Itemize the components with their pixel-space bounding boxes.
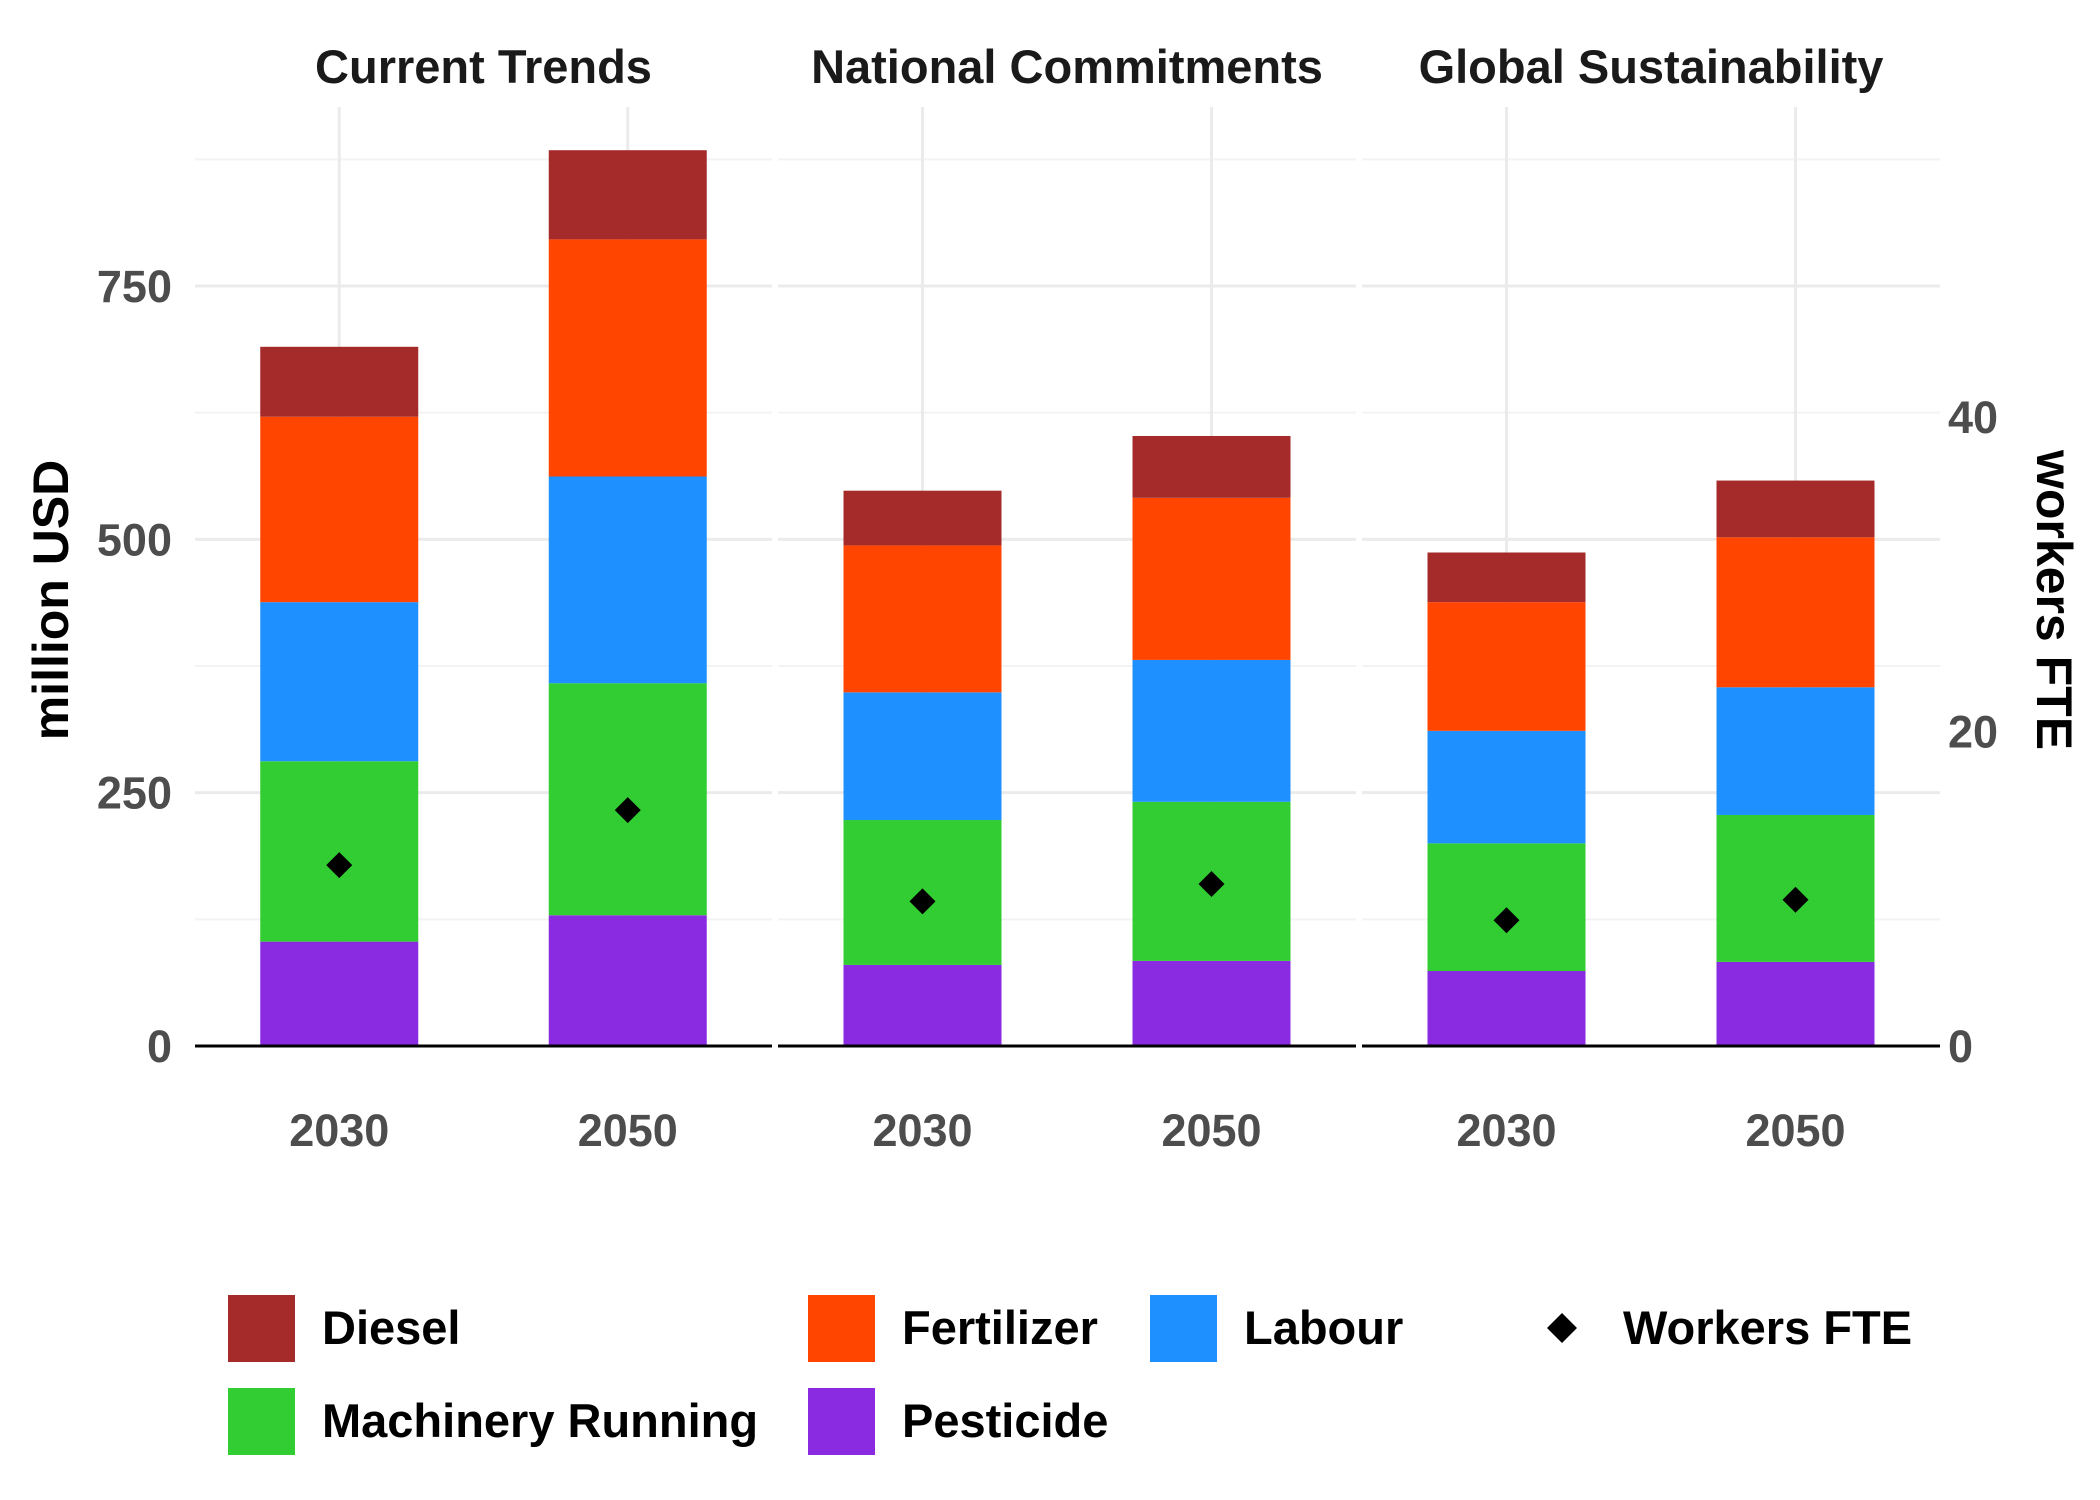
legend-swatch [1150, 1295, 1217, 1362]
x-tick-label: 2030 [872, 1105, 972, 1156]
legend-item-diesel: Diesel [228, 1295, 460, 1362]
bar-labour-current-trends-2050 [548, 476, 707, 684]
axes: 0 250 500 750 0 20 40 2030 2050 2030 2050 2030 2050 m… [23, 261, 2082, 1156]
y2-tick-label: 40 [1948, 392, 1998, 443]
legend-swatch [808, 1388, 875, 1455]
y-tick-label: 500 [97, 514, 172, 565]
bar-pesticide-current-trends-2030 [260, 941, 419, 1046]
workers-fte-point-global-sustainability-2050 [1782, 886, 1809, 913]
legend-label: Workers FTE [1623, 1301, 1912, 1354]
legend-swatch [228, 1388, 295, 1455]
y2-tick-label: 20 [1948, 707, 1998, 758]
x-tick-label: 2050 [1161, 1105, 1261, 1156]
workers-fte-point-global-sustainability-2030 [1493, 907, 1520, 934]
bars [260, 150, 1875, 1046]
legend-label: Labour [1244, 1301, 1403, 1354]
bar-labour-national-commitments-2050 [1132, 659, 1291, 802]
workers-fte-point-current-trends-2050 [614, 797, 641, 824]
bar-diesel-global-sustainability-2030 [1427, 552, 1586, 603]
legend-label: Machinery Running [322, 1394, 758, 1447]
panel-title-current-trends: Current Trends [315, 40, 652, 93]
bar-machinery-running-current-trends-2030 [260, 761, 419, 942]
bar-fertilizer-global-sustainability-2050 [1716, 537, 1875, 688]
workers-fte-point-current-trends-2030 [326, 852, 353, 879]
legend-item-fertilizer: Fertilizer [808, 1295, 1098, 1362]
legend-item-workers-fte: Workers FTE [1547, 1301, 1912, 1354]
workers-fte-point-national-commitments-2030 [909, 888, 936, 915]
x-tick-label: 2050 [578, 1105, 678, 1156]
x-tick-label: 2030 [289, 1105, 389, 1156]
bar-labour-national-commitments-2030 [843, 692, 1002, 821]
legend-label: Pesticide [902, 1394, 1108, 1447]
y-tick-label: 0 [147, 1021, 172, 1072]
bar-machinery-running-global-sustainability-2030 [1427, 843, 1586, 972]
bar-labour-global-sustainability-2030 [1427, 730, 1586, 844]
bar-diesel-global-sustainability-2050 [1716, 480, 1875, 538]
bar-diesel-national-commitments-2030 [843, 490, 1002, 546]
legend: Diesel Fertilizer Labour Workers FTE Machine… [228, 1295, 1912, 1455]
bar-diesel-national-commitments-2050 [1132, 435, 1291, 498]
panel-titles: Current Trends National Commitments Global… [315, 40, 1883, 93]
panel-title-national-commitments: National Commitments [811, 40, 1323, 93]
bar-fertilizer-current-trends-2050 [548, 239, 707, 477]
y-tick-label: 250 [97, 768, 172, 819]
bar-fertilizer-national-commitments-2050 [1132, 497, 1291, 660]
legend-item-machinery-running: Machinery Running [228, 1388, 758, 1455]
workers-fte-point-national-commitments-2050 [1198, 871, 1225, 898]
bar-pesticide-global-sustainability-2030 [1427, 971, 1586, 1046]
bar-fertilizer-global-sustainability-2030 [1427, 602, 1586, 731]
legend-item-pesticide: Pesticide [808, 1388, 1108, 1455]
bar-diesel-current-trends-2030 [260, 346, 419, 417]
bar-pesticide-current-trends-2050 [548, 915, 707, 1046]
bar-pesticide-national-commitments-2050 [1132, 960, 1291, 1046]
workers-fte-points [326, 797, 1809, 934]
legend-item-labour: Labour [1150, 1295, 1403, 1362]
bar-pesticide-national-commitments-2030 [843, 964, 1002, 1046]
legend-swatch [808, 1295, 875, 1362]
bar-pesticide-global-sustainability-2050 [1716, 961, 1875, 1046]
y-axis-title: million USD [23, 460, 79, 741]
bar-fertilizer-current-trends-2030 [260, 416, 419, 603]
y2-tick-label: 0 [1948, 1021, 1973, 1072]
bar-fertilizer-national-commitments-2030 [843, 545, 1002, 693]
panel-title-global-sustainability: Global Sustainability [1419, 40, 1884, 93]
gridlines [195, 107, 1940, 1046]
y-tick-label: 750 [97, 261, 172, 312]
legend-swatch [228, 1295, 295, 1362]
bar-labour-global-sustainability-2050 [1716, 687, 1875, 815]
x-tick-label: 2030 [1456, 1105, 1556, 1156]
x-tick-label: 2050 [1745, 1105, 1845, 1156]
bar-diesel-current-trends-2050 [548, 150, 707, 240]
legend-diamond-icon [1547, 1313, 1577, 1343]
legend-label: Diesel [322, 1301, 460, 1354]
legend-label: Fertilizer [902, 1301, 1098, 1354]
y2-axis-title: workers FTE [2026, 449, 2082, 750]
bar-labour-current-trends-2030 [260, 602, 419, 762]
